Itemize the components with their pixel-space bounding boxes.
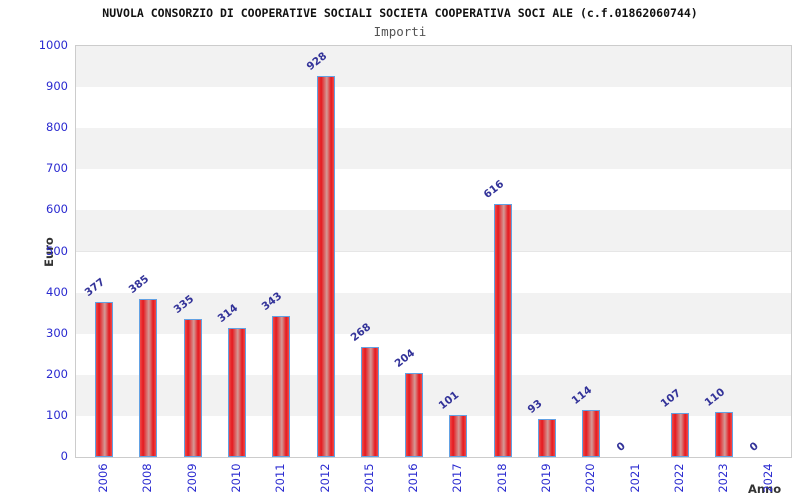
y-tick-label: 1000 (38, 38, 68, 52)
x-tick-label: 2019 (539, 463, 553, 493)
grid-band (76, 87, 791, 130)
y-tick-label: 200 (46, 366, 68, 381)
x-tick-label: 2022 (671, 463, 686, 493)
bar-2012 (316, 76, 335, 457)
bar-2017 (449, 415, 468, 457)
bar-2015 (360, 347, 379, 457)
bar-2018 (493, 204, 512, 457)
y-tick-label: 800 (46, 120, 68, 135)
bar-2009 (183, 319, 202, 457)
chart-subtitle: Importi (373, 24, 427, 39)
bar-2022 (670, 413, 689, 457)
y-tick-label: 600 (46, 202, 68, 217)
x-tick-label: 2008 (140, 463, 155, 493)
x-tick-label: 2015 (361, 463, 376, 493)
bar-2010 (227, 328, 246, 457)
grid-band (76, 169, 791, 212)
x-tick-label: 2010 (228, 463, 243, 493)
bar-2006 (95, 302, 113, 457)
y-tick-label: 100 (46, 407, 68, 422)
y-tick-label: 400 (46, 284, 68, 299)
x-tick-label: 2023 (716, 463, 731, 493)
x-tick-label: 2024 (760, 463, 775, 493)
x-tick-label: 2012 (317, 463, 332, 493)
chart-title: NUVOLA CONSORZIO DI COOPERATIVE SOCIALI … (102, 6, 698, 20)
bar-2019 (538, 419, 556, 457)
grid-band (76, 128, 791, 171)
plot-area: 377 385 335 314 343 928 268 204 101 616 93 114 0 107 1… (75, 45, 792, 458)
x-tick-label: 2018 (494, 463, 509, 493)
y-tick-label: 900 (46, 79, 68, 94)
x-tick-label: 2009 (184, 463, 199, 493)
bar-2008 (139, 299, 158, 457)
x-axis-title: Anno (748, 482, 782, 496)
x-tick-label: 2017 (450, 463, 465, 493)
y-tick-label: 0 (60, 449, 68, 463)
y-tick-label: 300 (46, 325, 68, 340)
y-tick-label: 500 (46, 243, 68, 258)
grid-band (76, 46, 791, 89)
bar-2023 (715, 412, 734, 457)
x-tick-label: 2021 (627, 463, 642, 493)
grid-band (76, 210, 791, 253)
x-tick-label: 2020 (583, 463, 598, 493)
x-tick-label: 2006 (96, 463, 110, 493)
x-tick-label: 2011 (273, 463, 288, 493)
bar-2011 (272, 316, 291, 457)
bar-2020 (582, 410, 601, 457)
grid-band (76, 251, 791, 294)
bar-2016 (405, 373, 424, 457)
x-tick-label: 2016 (406, 463, 421, 493)
y-tick-label: 700 (46, 161, 68, 176)
